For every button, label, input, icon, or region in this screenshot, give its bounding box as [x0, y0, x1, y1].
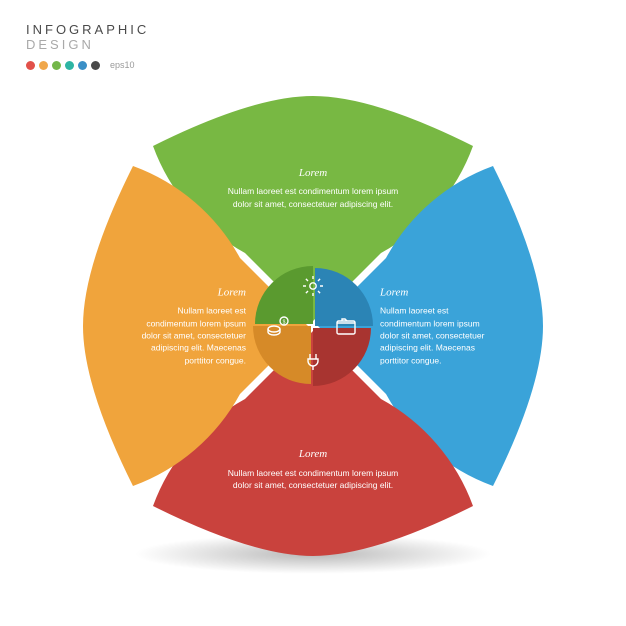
header-dots: eps10: [26, 60, 149, 70]
segment-text-top: Lorem Nullam laoreet est condimentum lor…: [221, 166, 406, 211]
dot: [26, 61, 35, 70]
coins-icon: $: [265, 314, 291, 338]
header-subtitle: DESIGN: [26, 37, 149, 52]
svg-text:$: $: [283, 319, 286, 325]
dot: [65, 61, 74, 70]
segment-body: Nullam laoreet est condimentum lorem ips…: [380, 305, 485, 367]
header-block: INFOGRAPHIC DESIGN eps10: [26, 22, 149, 70]
segment-text-left: Lorem Nullam laoreet est condimentum lor…: [141, 285, 246, 367]
segment-title: Lorem: [141, 285, 246, 301]
plug-icon: [301, 348, 325, 372]
inner-circle: [233, 246, 393, 406]
dot: [52, 61, 61, 70]
segment-body: Nullam laoreet est condimentum lorem ips…: [221, 467, 406, 492]
segment-text-right: Lorem Nullam laoreet est condimentum lor…: [380, 285, 485, 367]
segment-title: Lorem: [221, 447, 406, 463]
segment-text-bottom: Lorem Nullam laoreet est condimentum lor…: [221, 447, 406, 492]
dot: [91, 61, 100, 70]
gear-icon: [301, 274, 325, 298]
infographic-diagram: $ Lorem Nullam laoreet est condimentum l…: [83, 96, 543, 556]
segment-title: Lorem: [221, 166, 406, 182]
segment-title: Lorem: [380, 285, 485, 301]
folder-icon: [334, 314, 358, 338]
segment-body: Nullam laoreet est condimentum lorem ips…: [221, 185, 406, 210]
dot: [39, 61, 48, 70]
dot: [78, 61, 87, 70]
segment-body: Nullam laoreet est condimentum lorem ips…: [141, 305, 246, 367]
eps-label: eps10: [110, 60, 135, 70]
header-title: INFOGRAPHIC: [26, 22, 149, 37]
